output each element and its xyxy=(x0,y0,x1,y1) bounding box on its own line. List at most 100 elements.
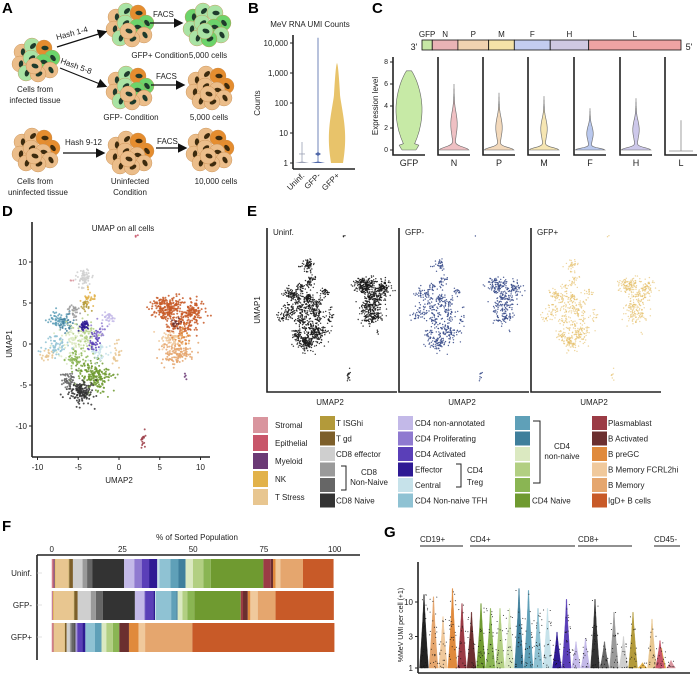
umap-point xyxy=(197,310,200,313)
umap-point xyxy=(62,382,65,385)
umap-point xyxy=(459,341,462,343)
umap-point xyxy=(179,322,182,325)
umap-point xyxy=(53,312,56,315)
umap-point xyxy=(441,258,443,260)
umap-point xyxy=(457,331,460,333)
umap-point xyxy=(450,333,453,336)
umap-point xyxy=(444,324,447,327)
umap-point xyxy=(366,290,368,293)
umap-point xyxy=(315,300,317,302)
umap-point xyxy=(490,289,493,291)
umap-point xyxy=(503,297,505,299)
umap-point xyxy=(178,310,181,313)
umap-point xyxy=(365,306,367,309)
umap-point xyxy=(363,304,365,307)
umap-point xyxy=(61,338,64,341)
umap-point xyxy=(514,292,517,294)
umap-point xyxy=(355,280,357,282)
umap-point xyxy=(99,351,102,353)
umap-point xyxy=(91,377,94,380)
umap-point xyxy=(325,292,328,294)
umap-point xyxy=(493,280,495,282)
umap-point xyxy=(319,322,322,324)
umap-point xyxy=(86,326,89,329)
umap-point xyxy=(290,305,293,308)
umap-point xyxy=(320,293,322,295)
umap-point xyxy=(312,296,314,298)
umap-point xyxy=(66,382,69,385)
umap-point xyxy=(310,331,313,333)
umap-point xyxy=(111,362,114,365)
umap-point xyxy=(324,330,326,332)
umap-point xyxy=(284,310,286,312)
umap-point xyxy=(89,299,92,302)
nucleus-icon xyxy=(205,153,213,159)
violin-axis xyxy=(573,57,606,156)
umap-point xyxy=(504,290,506,292)
umap-point xyxy=(86,355,89,358)
umap-point xyxy=(517,290,519,293)
umap-point xyxy=(429,305,431,308)
umap-point xyxy=(95,379,97,382)
umap-point xyxy=(322,315,324,318)
umap-point xyxy=(306,320,308,322)
x-tick-label: 5 xyxy=(158,463,163,472)
umap-point xyxy=(174,348,177,351)
uninfected-condition-label-2: Condition xyxy=(113,188,147,197)
umap-point xyxy=(501,313,504,315)
umap-point xyxy=(86,273,89,276)
umap-point xyxy=(429,288,431,290)
umap-point xyxy=(416,311,418,314)
umap-point xyxy=(187,342,190,345)
umap-point xyxy=(195,295,198,298)
umap-point xyxy=(157,309,160,312)
umap-point xyxy=(185,342,188,345)
umap-point xyxy=(342,235,345,237)
nucleus-icon xyxy=(144,147,150,155)
umap-point xyxy=(357,288,359,290)
umap-point xyxy=(306,303,308,306)
umap-point xyxy=(143,445,146,448)
umap-point xyxy=(40,356,43,359)
umap-point xyxy=(47,358,49,361)
umap-point xyxy=(382,286,384,288)
umap-point xyxy=(308,295,311,297)
umap-point xyxy=(172,332,175,334)
umap-point xyxy=(424,303,426,305)
umap-point xyxy=(87,332,90,335)
umap-point xyxy=(504,317,506,320)
umap-point xyxy=(318,310,321,313)
umap-point xyxy=(453,287,456,289)
umap-point xyxy=(172,313,175,316)
chart-title: MeV RNA UMI Counts xyxy=(270,20,350,29)
umap-point xyxy=(306,313,308,316)
umap-point xyxy=(443,300,445,303)
umap-point xyxy=(307,342,309,344)
umap-point xyxy=(364,296,366,298)
umap-point xyxy=(178,337,180,340)
umap-point xyxy=(166,319,169,322)
umap-point xyxy=(111,320,114,323)
umap-point xyxy=(96,390,99,393)
umap-point xyxy=(306,344,308,347)
umap-point xyxy=(89,341,92,344)
umap-point xyxy=(422,296,424,298)
umap-point xyxy=(87,307,90,310)
umap-point xyxy=(48,318,51,321)
umap-point xyxy=(158,340,161,342)
umap-point xyxy=(506,287,508,289)
y-tick-label: 100 xyxy=(275,99,289,108)
umap-point xyxy=(90,296,93,299)
umap-point xyxy=(99,342,101,345)
umap-point xyxy=(445,329,447,331)
umap-point xyxy=(158,299,161,302)
cell-cluster-icon xyxy=(105,2,155,48)
gene-segment xyxy=(488,39,515,51)
umap-point xyxy=(454,311,457,313)
umap-point xyxy=(195,308,198,311)
umap-point xyxy=(328,309,330,311)
umap-point xyxy=(419,304,422,306)
umap-point xyxy=(101,325,104,328)
nucleus-icon xyxy=(142,159,148,167)
umap-point xyxy=(286,302,289,304)
